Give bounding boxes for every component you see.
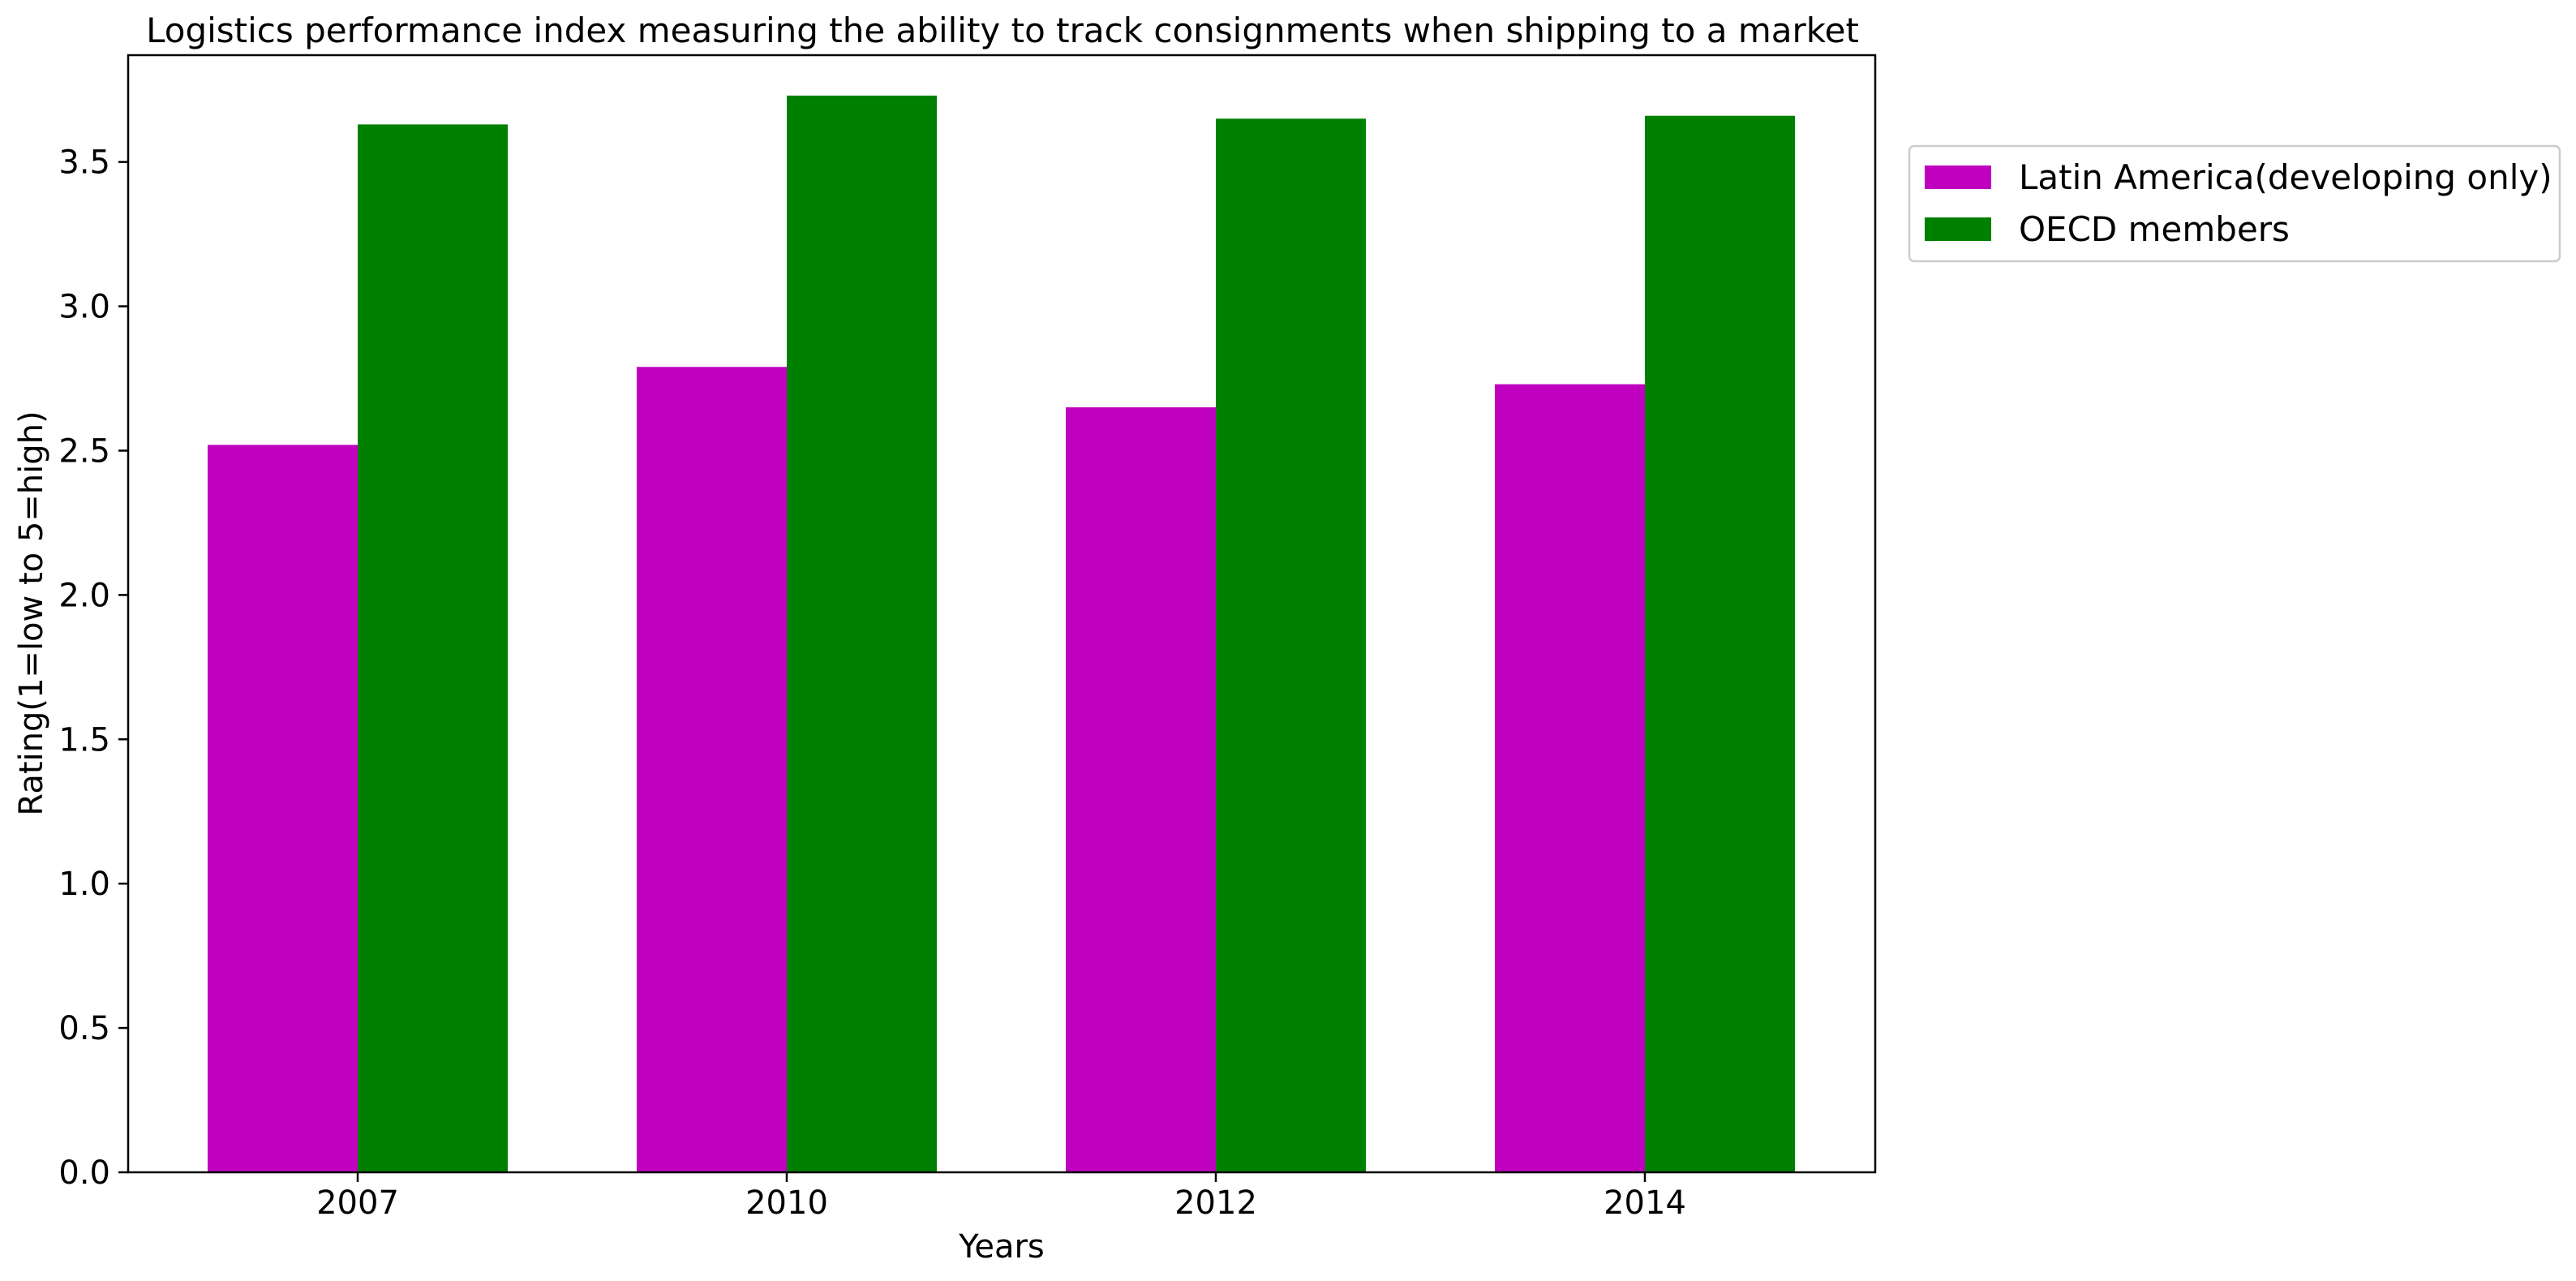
x-tick-label-2012: 2012 [1174, 1184, 1257, 1222]
y-tick-label: 0.0 [58, 1154, 110, 1192]
legend-label-oecd: OECD members [2019, 209, 2290, 249]
legend-swatch-oecd [1925, 217, 1991, 241]
x-tick-label-2014: 2014 [1604, 1184, 1686, 1222]
legend-label-latin-america: Latin America(developing only) [2019, 157, 2552, 197]
x-axis-label: Years [958, 1228, 1045, 1266]
bars-group [208, 95, 1795, 1173]
bar-oecd-2010 [787, 95, 937, 1172]
legend-swatch-latin-america [1925, 165, 1991, 189]
plot-frame [127, 54, 1877, 1174]
y-tick-label: 1.5 [58, 721, 110, 759]
x-tick-label-2010: 2010 [745, 1184, 828, 1222]
bar-latin-america-2007 [208, 445, 358, 1172]
y-axis-label: Rating(1=low to 5=high) [13, 411, 50, 815]
legend-frame [1908, 144, 2561, 263]
chart-title: Logistics performance index measuring th… [146, 11, 1859, 50]
bar-oecd-2012 [1216, 118, 1366, 1173]
bar-oecd-2007 [358, 124, 508, 1172]
y-tick-label: 2.5 [58, 432, 110, 470]
y-tick-label: 3.5 [58, 144, 110, 182]
bar-oecd-2014 [1645, 115, 1795, 1172]
bar-latin-america-2012 [1066, 407, 1216, 1172]
y-tick-label: 3.0 [58, 289, 110, 326]
x-axis: 2007 2010 2012 2014 [316, 1172, 1686, 1222]
bar-latin-america-2010 [637, 367, 787, 1173]
bar-latin-america-2014 [1495, 384, 1645, 1172]
y-tick-label: 1.0 [58, 866, 110, 903]
x-tick-label-2007: 2007 [316, 1184, 399, 1222]
y-axis: 0.0 0.5 1.0 1.5 2.0 2.5 3.0 3.5 [58, 144, 128, 1192]
y-tick-label: 2.0 [58, 577, 110, 614]
y-tick-label: 0.5 [58, 1010, 110, 1047]
legend: Latin America(developing only) OECD memb… [1908, 144, 2561, 263]
